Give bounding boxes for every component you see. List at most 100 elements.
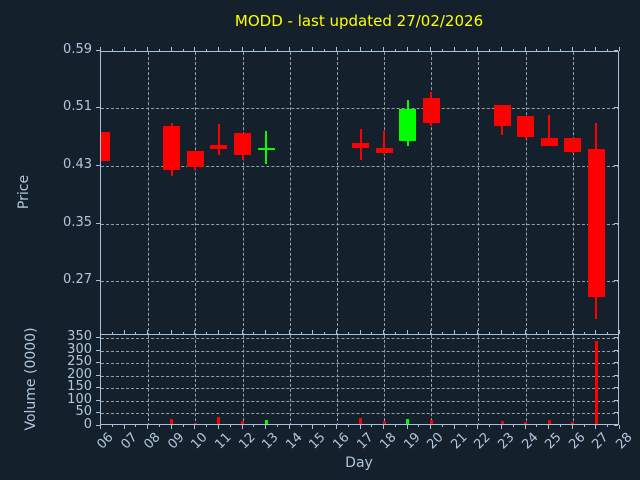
x-tick-mark bbox=[442, 332, 444, 334]
grid-line-vertical bbox=[242, 52, 244, 334]
price-tick-mark bbox=[96, 164, 100, 166]
x-tick-mark bbox=[406, 47, 408, 51]
x-tick-mark bbox=[265, 47, 267, 51]
x-tick-mark bbox=[453, 47, 455, 51]
x-tick-mark bbox=[324, 425, 326, 427]
x-tick-mark bbox=[300, 425, 302, 427]
x-tick-label: 12 bbox=[235, 430, 259, 453]
grid-line-vertical bbox=[431, 52, 433, 334]
x-tick-mark bbox=[217, 47, 219, 51]
x-tick-mark bbox=[206, 332, 208, 334]
x-tick-mark bbox=[265, 425, 267, 429]
x-tick-mark bbox=[347, 49, 349, 51]
x-tick-mark bbox=[347, 332, 349, 334]
x-tick-label: 22 bbox=[471, 430, 495, 453]
x-tick-mark bbox=[418, 49, 420, 51]
x-tick-mark bbox=[548, 425, 550, 429]
x-tick-mark bbox=[453, 425, 455, 429]
x-tick-mark bbox=[276, 425, 278, 427]
x-tick-mark bbox=[383, 47, 385, 51]
x-tick-label: 19 bbox=[400, 430, 424, 453]
grid-line-horizontal bbox=[101, 413, 618, 415]
grid-line-vertical bbox=[195, 335, 197, 424]
x-tick-mark bbox=[100, 47, 101, 51]
grid-line-horizontal bbox=[101, 223, 618, 225]
x-tick-mark bbox=[100, 425, 101, 429]
x-tick-mark bbox=[453, 330, 455, 334]
x-tick-label: 25 bbox=[542, 430, 565, 453]
x-tick-mark bbox=[111, 49, 113, 51]
volume-y-tick-label: 200 bbox=[67, 366, 92, 382]
volume-y-tick-label: 150 bbox=[67, 379, 92, 395]
x-tick-mark bbox=[619, 425, 620, 429]
x-tick-mark bbox=[194, 47, 196, 51]
volume-bar-day-9 bbox=[170, 419, 174, 424]
x-tick-mark bbox=[241, 330, 243, 334]
volume-bar-day-20 bbox=[429, 419, 433, 424]
grid-line-horizontal bbox=[101, 281, 618, 283]
x-tick-mark bbox=[465, 49, 467, 51]
volume-tick-mark bbox=[96, 374, 100, 376]
grid-line-vertical bbox=[336, 335, 338, 424]
x-tick-label: 24 bbox=[518, 430, 542, 453]
candle-body-day-27 bbox=[587, 149, 605, 298]
x-tick-mark bbox=[619, 330, 620, 334]
volume-y-tick-label: 350 bbox=[67, 329, 92, 345]
x-tick-mark bbox=[229, 332, 231, 334]
x-tick-mark bbox=[182, 332, 184, 334]
x-tick-mark bbox=[512, 332, 514, 334]
x-tick-mark bbox=[595, 330, 597, 334]
x-tick-mark bbox=[595, 47, 597, 51]
price-y-tick-label: 0.51 bbox=[63, 99, 92, 115]
x-tick-mark bbox=[335, 330, 337, 334]
x-tick-label: 18 bbox=[377, 430, 400, 453]
x-tick-mark bbox=[253, 332, 255, 334]
price-tick-mark bbox=[96, 222, 100, 224]
x-tick-mark bbox=[477, 425, 479, 429]
volume-y-tick-label: 50 bbox=[75, 404, 92, 420]
x-tick-mark bbox=[300, 49, 302, 51]
x-tick-mark bbox=[524, 330, 526, 334]
price-tick-mark bbox=[614, 49, 618, 51]
x-tick-mark bbox=[241, 425, 243, 429]
candle-body-day-17 bbox=[352, 142, 369, 148]
candle-body-day-20 bbox=[422, 98, 440, 124]
x-tick-mark bbox=[194, 425, 196, 429]
x-tick-mark bbox=[123, 47, 125, 51]
x-tick-mark bbox=[571, 425, 573, 429]
grid-line-horizontal bbox=[101, 363, 618, 365]
x-tick-mark bbox=[206, 49, 208, 51]
x-tick-label: 08 bbox=[141, 430, 164, 453]
volume-bar-day-27 bbox=[594, 341, 598, 424]
x-tick-mark bbox=[158, 49, 160, 51]
x-tick-mark bbox=[300, 332, 302, 334]
x-tick-mark bbox=[276, 332, 278, 334]
grid-line-vertical bbox=[148, 52, 150, 334]
x-tick-mark bbox=[465, 332, 467, 334]
x-tick-mark bbox=[170, 425, 172, 429]
price-tick-mark bbox=[96, 107, 100, 109]
x-tick-mark bbox=[583, 425, 585, 427]
x-tick-label: 06 bbox=[94, 430, 117, 453]
volume-bar-day-10 bbox=[193, 423, 197, 424]
x-tick-mark bbox=[512, 425, 514, 427]
volume-bar-day-13 bbox=[264, 420, 268, 424]
x-tick-mark bbox=[548, 330, 550, 334]
x-tick-mark bbox=[253, 425, 255, 427]
candle-body-day-26 bbox=[564, 138, 582, 153]
x-tick-mark bbox=[430, 330, 432, 334]
candle-body-day-18 bbox=[375, 147, 393, 153]
volume-tick-mark bbox=[96, 337, 100, 339]
x-tick-mark bbox=[217, 425, 219, 429]
x-tick-mark bbox=[206, 425, 208, 427]
grid-line-vertical bbox=[148, 335, 150, 424]
grid-line-vertical bbox=[289, 52, 291, 334]
x-tick-mark bbox=[442, 49, 444, 51]
x-tick-mark bbox=[158, 332, 160, 334]
candle-body-day-9 bbox=[163, 126, 181, 171]
x-tick-mark bbox=[135, 49, 137, 51]
x-tick-mark bbox=[489, 49, 491, 51]
x-tick-mark bbox=[359, 330, 361, 334]
volume-bar-day-18 bbox=[382, 420, 386, 424]
x-tick-mark bbox=[394, 332, 396, 334]
